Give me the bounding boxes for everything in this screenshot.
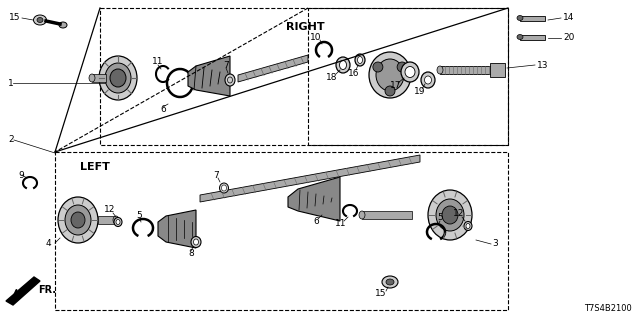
Ellipse shape <box>466 223 470 228</box>
Ellipse shape <box>373 62 383 72</box>
Text: 13: 13 <box>537 60 548 69</box>
Ellipse shape <box>517 35 523 39</box>
Text: 7: 7 <box>223 61 229 70</box>
Ellipse shape <box>114 218 122 227</box>
Polygon shape <box>288 177 340 221</box>
Ellipse shape <box>359 211 365 219</box>
Text: 20: 20 <box>563 34 574 43</box>
Ellipse shape <box>382 276 398 288</box>
Bar <box>440 66 500 74</box>
Ellipse shape <box>59 22 67 28</box>
Text: 12: 12 <box>104 205 116 214</box>
Ellipse shape <box>99 56 137 100</box>
Polygon shape <box>200 155 420 202</box>
Text: 2: 2 <box>8 135 13 145</box>
Text: 12: 12 <box>453 210 465 219</box>
Ellipse shape <box>428 190 472 240</box>
Polygon shape <box>238 55 308 82</box>
Text: RIGHT: RIGHT <box>285 22 324 32</box>
Ellipse shape <box>336 57 350 73</box>
Ellipse shape <box>436 199 464 231</box>
Ellipse shape <box>405 67 415 77</box>
Ellipse shape <box>385 86 395 96</box>
Ellipse shape <box>33 15 47 25</box>
Text: 4: 4 <box>45 238 51 247</box>
Ellipse shape <box>113 216 119 224</box>
Text: 18: 18 <box>326 73 338 82</box>
Ellipse shape <box>401 62 419 82</box>
Bar <box>92 74 106 82</box>
Ellipse shape <box>105 63 131 93</box>
Ellipse shape <box>339 60 346 69</box>
Text: 19: 19 <box>414 87 426 97</box>
Text: 7: 7 <box>213 171 219 180</box>
Bar <box>308 8 508 145</box>
Ellipse shape <box>376 59 404 91</box>
Bar <box>98 216 116 224</box>
Ellipse shape <box>358 57 362 63</box>
Text: 6: 6 <box>160 106 166 115</box>
Text: FR.: FR. <box>38 285 56 295</box>
Polygon shape <box>6 277 40 305</box>
Text: 15: 15 <box>375 290 387 299</box>
Ellipse shape <box>89 74 95 82</box>
Ellipse shape <box>110 69 126 87</box>
Ellipse shape <box>437 66 443 74</box>
Text: 15: 15 <box>8 13 20 22</box>
Ellipse shape <box>464 221 472 230</box>
Ellipse shape <box>355 54 365 66</box>
Ellipse shape <box>221 185 227 191</box>
Text: 5: 5 <box>136 212 142 220</box>
Text: LEFT: LEFT <box>80 162 110 172</box>
Text: 10: 10 <box>310 33 322 42</box>
Ellipse shape <box>220 183 228 193</box>
Text: 14: 14 <box>563 13 574 22</box>
Polygon shape <box>188 56 230 96</box>
Text: T7S4B2100: T7S4B2100 <box>584 304 632 313</box>
Ellipse shape <box>191 236 201 247</box>
Ellipse shape <box>397 62 407 72</box>
Ellipse shape <box>369 52 411 98</box>
Ellipse shape <box>37 18 43 22</box>
Ellipse shape <box>116 220 120 225</box>
Text: 3: 3 <box>492 239 498 249</box>
Text: 11: 11 <box>152 58 164 67</box>
Ellipse shape <box>193 239 198 245</box>
Bar <box>100 8 508 145</box>
Bar <box>362 211 412 219</box>
Text: 1: 1 <box>8 78 13 87</box>
Text: 9: 9 <box>18 171 24 180</box>
Ellipse shape <box>442 206 458 224</box>
Text: 16: 16 <box>348 68 360 77</box>
Ellipse shape <box>65 205 91 235</box>
Bar <box>490 63 505 77</box>
Bar <box>55 152 508 310</box>
Ellipse shape <box>421 72 435 88</box>
Polygon shape <box>158 210 196 248</box>
Text: 6: 6 <box>313 218 319 227</box>
Ellipse shape <box>424 76 431 84</box>
Ellipse shape <box>517 15 523 20</box>
Bar <box>520 35 545 40</box>
Bar <box>520 16 545 21</box>
Ellipse shape <box>225 74 235 86</box>
Text: 11: 11 <box>335 220 347 228</box>
Text: 8: 8 <box>188 250 194 259</box>
Text: 5: 5 <box>437 213 443 222</box>
Ellipse shape <box>386 279 394 285</box>
Text: 17: 17 <box>390 81 402 90</box>
Ellipse shape <box>58 197 98 243</box>
Ellipse shape <box>71 212 85 228</box>
